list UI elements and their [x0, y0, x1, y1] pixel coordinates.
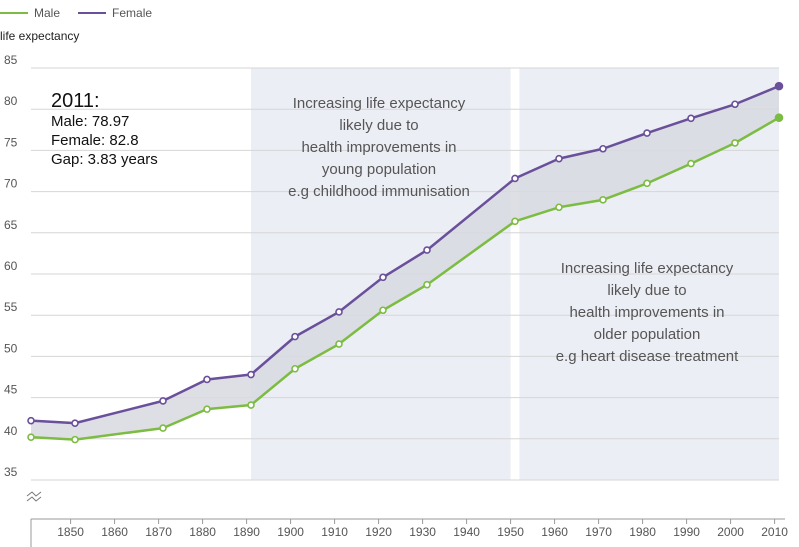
- legend-item-male[interactable]: Male: [0, 6, 60, 20]
- data-point-male: [291, 364, 299, 373]
- annotation-line: health improvements in: [569, 304, 725, 321]
- data-point-male: [159, 424, 167, 432]
- x-tick-label: 1970: [585, 525, 612, 539]
- data-point-female: [291, 332, 299, 341]
- y-tick-label: 45: [4, 383, 18, 397]
- data-point-female: [511, 174, 519, 183]
- annotation-line: likely due to: [607, 282, 687, 299]
- axis-break-mark: [26, 496, 42, 502]
- annotation-line: older population: [593, 326, 701, 343]
- x-tick-label: 1980: [629, 525, 656, 539]
- x-tick-label: 1890: [233, 525, 260, 539]
- callout-year: 2011:: [51, 90, 100, 112]
- x-tick-label: 1910: [321, 525, 348, 539]
- y-tick-label: 55: [4, 300, 18, 314]
- annotation-young-population: Increasing life expectancy likely due to…: [249, 93, 509, 203]
- legend-swatch-male: [0, 12, 28, 14]
- x-tick-label: 1860: [101, 525, 128, 539]
- data-point-female: [27, 416, 35, 425]
- callout-2011: 2011: Male: 78.97 Female: 82.8 Gap: 3.83…: [51, 90, 158, 169]
- data-point-female: [423, 246, 431, 254]
- callout-female: Female: 82.8: [51, 132, 139, 149]
- data-point-female: [335, 308, 343, 316]
- axis-break-mark: [26, 491, 42, 497]
- data-point-female: [687, 114, 695, 123]
- data-point-male: [731, 139, 739, 147]
- x-tick-label: 1930: [409, 525, 436, 539]
- data-point-female: [774, 81, 784, 91]
- data-point-male: [423, 280, 431, 289]
- legend-label-female: Female: [112, 6, 153, 20]
- data-point-female: [203, 375, 211, 384]
- x-tick-label: 1950: [497, 525, 524, 539]
- data-point-female: [379, 273, 387, 282]
- data-point-male: [774, 113, 784, 122]
- annotation-line: young population: [321, 161, 437, 178]
- x-tick-label: 1900: [277, 525, 304, 539]
- annotation-line: Increasing life expectancy: [292, 95, 466, 112]
- data-point-female: [71, 419, 79, 427]
- legend-swatch-female: [78, 12, 107, 14]
- y-tick-label: 60: [4, 259, 18, 273]
- data-point-male: [71, 435, 79, 444]
- callout-male: Male: 78.97: [51, 113, 130, 130]
- annotation-line: Increasing life expectancy: [560, 260, 734, 277]
- x-tick-label: 1880: [189, 525, 216, 539]
- data-point-male: [247, 401, 255, 409]
- data-point-male: [687, 159, 695, 168]
- data-point-male: [643, 179, 651, 188]
- y-tick-label: 80: [4, 94, 18, 108]
- x-tick-label: 1870: [145, 525, 172, 539]
- x-tick-label: 1850: [57, 525, 84, 539]
- y-tick-label: 40: [4, 424, 18, 438]
- y-tick-label: 65: [4, 218, 18, 232]
- data-point-male: [379, 306, 387, 315]
- x-tick-label: 2010: [761, 525, 788, 539]
- data-point-male: [27, 433, 35, 441]
- x-tick-label: 1960: [541, 525, 568, 539]
- annotation-line: e.g heart disease treatment: [555, 348, 739, 365]
- data-point-male: [599, 196, 607, 204]
- annotation-line: health improvements in: [301, 139, 457, 156]
- data-point-female: [247, 370, 255, 379]
- data-point-female: [159, 397, 167, 405]
- y-tick-label: 85: [4, 53, 18, 67]
- x-tick-label: 1990: [673, 525, 700, 539]
- gap-area: [31, 86, 779, 440]
- legend-item-female[interactable]: Female: [78, 6, 152, 20]
- data-point-female: [643, 129, 651, 137]
- legend-label-male: Male: [34, 6, 61, 20]
- data-point-male: [203, 405, 211, 413]
- series-line-female: [30, 84, 780, 425]
- annotation-line: likely due to: [339, 117, 419, 134]
- y-tick-label: 35: [4, 465, 18, 479]
- x-tick-label: 2000: [717, 525, 744, 539]
- y-tick-label: 75: [4, 135, 18, 149]
- x-tick-label: 1920: [365, 525, 392, 539]
- data-point-female: [599, 144, 607, 153]
- data-point-male: [511, 217, 519, 226]
- y-tick-label: 70: [4, 177, 18, 191]
- annotation-line: e.g childhood immunisation: [288, 183, 470, 200]
- callout-gap: Gap: 3.83 years: [51, 151, 158, 168]
- data-point-female: [731, 100, 739, 109]
- series-line-male: [30, 116, 780, 441]
- annotation-older-population: Increasing life expectancy likely due to…: [517, 258, 777, 368]
- data-point-male: [335, 340, 343, 348]
- data-point-female: [555, 154, 563, 163]
- x-tick-label: 1940: [453, 525, 480, 539]
- y-tick-label: 50: [4, 341, 18, 355]
- data-point-male: [555, 203, 563, 212]
- y-axis-label: life expectancy: [0, 29, 80, 43]
- legend: Male Female: [0, 4, 170, 22]
